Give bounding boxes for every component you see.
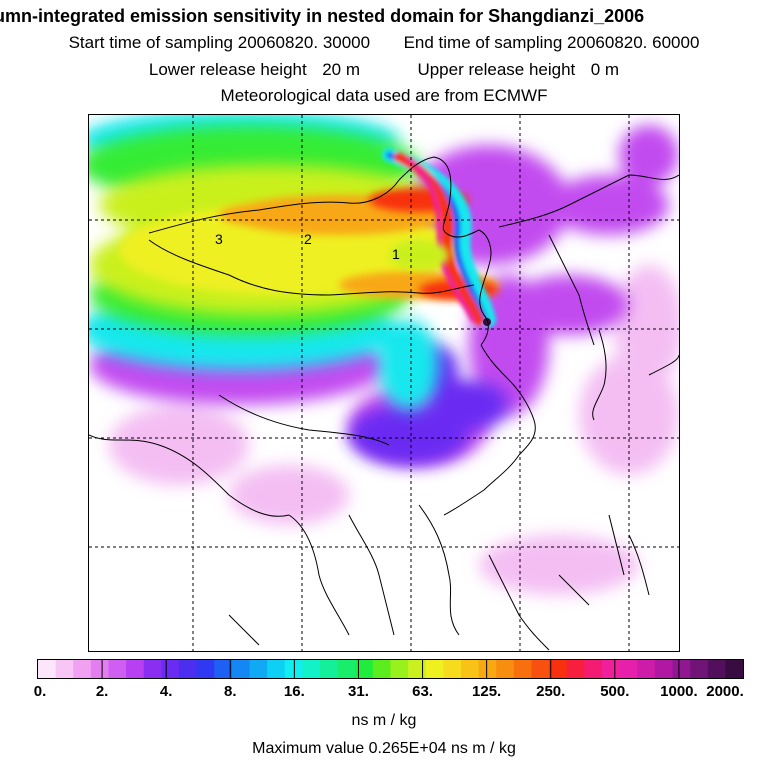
colorbar-swatch — [231, 660, 251, 678]
colorbar-swatch — [214, 660, 233, 678]
colorbar-tick-label: 2000. — [706, 683, 744, 700]
colorbar-swatch — [619, 660, 638, 678]
colorbar-swatch — [707, 660, 726, 678]
colorbar-swatch — [284, 660, 303, 678]
colorbar-swatch — [584, 660, 603, 678]
colorbar-swatch — [90, 660, 110, 678]
plot-title: olumn-integrated emission sensitivity in… — [0, 6, 645, 26]
colorbar-swatch — [108, 660, 127, 678]
colorbar-swatch — [425, 660, 444, 678]
colorbar-swatch — [690, 660, 709, 678]
colorbar-tick-label: 1000. — [660, 683, 698, 700]
colorbar-swatch — [637, 660, 656, 678]
colorbar-swatch — [320, 660, 339, 678]
colorbar-swatch — [249, 660, 268, 678]
colorbar-tick-label: 0. — [33, 683, 47, 700]
release-heights: Lower release height 20 m Upper release … — [0, 60, 768, 80]
trajectory-label-3: 3 — [215, 231, 223, 247]
colorbar-swatch — [267, 660, 286, 678]
colorbar-swatch — [672, 660, 691, 678]
colorbar-swatch — [38, 660, 57, 678]
trajectory-label-2: 2 — [304, 231, 312, 247]
start-time-label: Start time of sampling — [68, 33, 233, 52]
start-time-value: 20060820. 30000 — [237, 33, 371, 52]
lat-lon-grid — [89, 115, 679, 651]
colorbar-swatch — [513, 660, 533, 678]
colorbar-swatch — [549, 660, 568, 678]
sampling-times: Start time of sampling 20060820. 30000 E… — [0, 33, 768, 53]
colorbar-swatch — [725, 660, 743, 678]
lower-height-value: 20 m — [322, 60, 360, 79]
colorbar-swatch — [126, 660, 145, 678]
colorbar-swatch — [355, 660, 374, 678]
max-value: 0.265E+04 ns m / kg — [368, 740, 516, 757]
colorbar-tick-label: 63. — [412, 683, 433, 700]
colorbar-swatch — [654, 660, 674, 678]
colorbar-swatch — [55, 660, 74, 678]
colorbar-units: ns m / kg — [351, 712, 417, 729]
colorbar-swatch — [496, 660, 515, 678]
maximum-value-readout: Maximum value 0.265E+04 ns m / kg — [0, 740, 768, 758]
colorbar-tick-label: 500. — [600, 683, 630, 700]
end-time-label: End time of sampling — [403, 33, 563, 52]
upper-height-value: 0 m — [590, 60, 620, 79]
colorbar-swatch — [196, 660, 215, 678]
colorbar-swatch — [372, 660, 392, 678]
lower-height-label: Lower release height — [148, 60, 307, 79]
sensitivity-map: 1 2 3 — [88, 114, 680, 652]
colorbar-tick-label: 125. — [472, 683, 502, 700]
upper-height-label: Upper release height — [417, 60, 576, 79]
colorbar-swatches — [38, 660, 743, 678]
colorbar-tick-label: 16. — [283, 683, 305, 700]
colorbar-swatch — [443, 660, 462, 678]
colorbar-tick-label: 8. — [224, 683, 237, 700]
max-label: Maximum value — [252, 740, 365, 757]
trajectory-label-1: 1 — [392, 246, 400, 262]
colorbar-swatch — [478, 660, 497, 678]
colorbar-swatch — [73, 660, 92, 678]
colorbar-swatch — [179, 660, 198, 678]
colorbar-swatch — [461, 660, 480, 678]
colorbar-swatch — [337, 660, 356, 678]
colorbar-swatch — [408, 660, 427, 678]
colorbar-swatch — [143, 660, 162, 678]
sensitivity-field — [89, 115, 679, 595]
receptor-marker — [483, 318, 491, 326]
meteo-source: Meteorological data used are from ECMWF — [220, 86, 548, 105]
colorbar-tick-label: 250. — [536, 683, 566, 700]
end-time-value: 20060820. 60000 — [567, 33, 700, 52]
map-canvas: 1 2 3 — [89, 115, 679, 651]
colorbar-swatch — [390, 660, 409, 678]
colorbar — [37, 659, 744, 679]
colorbar-swatch — [566, 660, 585, 678]
colorbar-swatch — [302, 660, 321, 678]
colorbar-tick-label: 31. — [348, 683, 369, 700]
coastlines — [89, 156, 679, 651]
colorbar-swatch — [161, 660, 180, 678]
colorbar-tick-label: 4. — [159, 683, 173, 700]
colorbar-swatch — [531, 660, 550, 678]
colorbar-tick-label: 2. — [95, 683, 109, 700]
colorbar-swatch — [602, 660, 621, 678]
